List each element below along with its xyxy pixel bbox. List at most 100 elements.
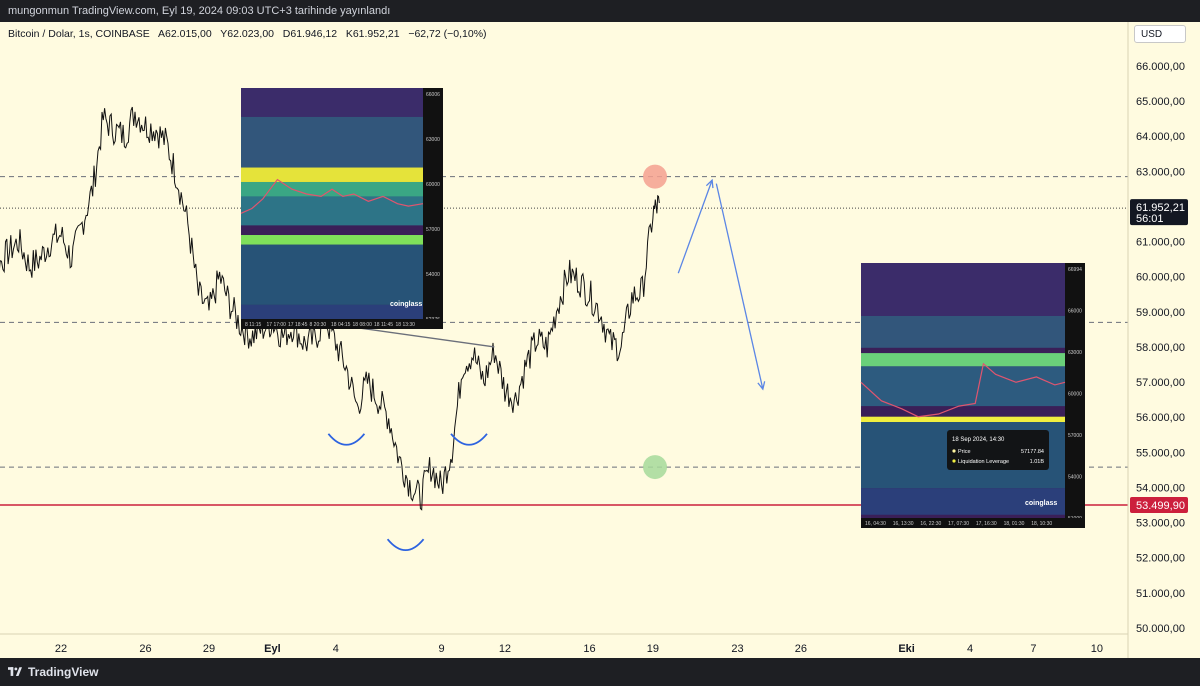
y-tick-label: 56.000,00 [1136,412,1185,424]
price-line [0,106,660,511]
heatmap-band [241,88,423,117]
chart-area[interactable]: 6600663000600005700054000523768 11:1517 … [0,22,1200,658]
x-tick-label: 12 [499,643,511,655]
heatmap-x-axis-panel [241,319,443,329]
tooltip-price-label: Price [958,449,971,455]
heatmap-x-label: 17, 07:30 [948,521,969,527]
heatmap-x-axis-panel [861,518,1085,528]
heatmap-price-line [860,362,1066,418]
heatmap-x-label: 18, 01:30 [1004,521,1025,527]
support-price-label: 53.499,90 [1136,500,1185,512]
heatmap-x-label: 8 20:30 [310,322,327,328]
heatmap-x-label: 18 04:15 [331,322,351,328]
heatmap-y-label: 54000 [1068,475,1082,481]
heatmap-watermark-left: coinglass [390,301,422,308]
y-tick-label: 57.000,00 [1136,377,1185,389]
tradingview-logo[interactable]: TradingView [8,665,98,679]
heatmap-band [241,167,423,182]
x-tick-label: 26 [139,643,151,655]
heatmap-y-label: 54000 [426,272,440,278]
heatmap-x-label: 17 17:00 [267,322,287,328]
heatmap-band [861,366,1065,407]
x-tick-label: 7 [1030,643,1036,655]
heatmap-x-label: 17, 16:30 [976,521,997,527]
heatmap-x-label: 18, 10:30 [1031,521,1052,527]
open-value: A62.015,00 [158,28,212,40]
arrow-head [757,381,766,391]
heatmap-y-label: 66000 [1068,309,1082,315]
tradingview-logo-icon [8,667,22,676]
countdown-label: 56:01 [1136,213,1164,225]
heatmap-y-label: 60000 [1068,392,1082,398]
support-circle [643,455,668,480]
tooltip-leverage-dot [952,459,956,463]
currency-selector[interactable]: USD [1134,25,1186,43]
x-tick-label: 23 [731,643,743,655]
heatmap-axis-panel [1065,263,1085,528]
y-tick-label: 52.000,00 [1136,553,1185,565]
x-tick-label: 19 [647,643,659,655]
y-tick-label: 50.000,00 [1136,623,1185,635]
heatmap-x-label: 16, 04:30 [865,521,886,527]
support-price-badge [1130,497,1188,513]
heatmap-band [861,416,1065,422]
heatmap-tooltip [947,430,1049,470]
arrow-head [705,178,714,189]
y-tick-label: 63.000,00 [1136,166,1185,178]
heatmap-y-label: 57000 [426,227,440,233]
heatmap-x-label: 18 11:45 [374,322,393,328]
heatmap-x-label: 17 18:45 [288,322,308,328]
projection-arrow [677,179,713,274]
x-tick-label: 9 [438,643,444,655]
pattern-arc [327,433,366,446]
bottom-bar: TradingView [0,658,1200,686]
heatmap-y-label: 57000 [1068,433,1082,439]
heatmap-y-label: 63000 [1068,350,1082,356]
heatmap-band [241,196,423,226]
heatmap-y-label: 66006 [426,92,440,98]
annotations-layer [327,164,766,552]
heatmap-x-label: 18 13:30 [396,322,416,328]
y-tick-label: 61.000,00 [1136,237,1185,249]
change-value: −62,72 (−0,10%) [408,28,487,40]
y-tick-label: 64.000,00 [1136,131,1185,143]
x-tick-label: Eyl [264,643,281,655]
heatmap-band [241,244,423,305]
y-tick-label: 55.000,00 [1136,447,1185,459]
tooltip-leverage-value: 1.01B [1030,459,1045,465]
tradingview-brand: TradingView [28,665,99,679]
heatmap-watermark-right: coinglass [1025,500,1057,507]
heatmap-x-label: 16, 22:30 [920,521,941,527]
heatmap-x-label: 18 08:00 [353,322,373,328]
y-tick-label: 58.000,00 [1136,342,1185,354]
y-tick-label: 60.000,00 [1136,272,1185,284]
liquidation-heatmap-right: 6699466000630006000057000540005100016, 0… [860,263,1085,528]
tooltip-title: 18 Sep 2024, 14:30 [952,437,1005,443]
heatmap-x-label: 16, 13:30 [893,521,914,527]
y-tick-label: 51.000,00 [1136,588,1185,600]
high-value: Y62.023,00 [220,28,274,40]
symbol-legend: Bitcoin / Dolar, 1s, COINBASE A62.015,00… [8,28,487,40]
price-chart[interactable]: 6600663000600005700054000523768 11:1517 … [0,22,1200,658]
last-price-badge [1130,199,1188,226]
low-value: D61.946,12 [282,28,338,40]
y-tick-label: 54.000,00 [1136,482,1185,494]
close-value: K61.952,21 [345,28,400,40]
heatmap-band [861,316,1065,348]
heatmap-band [241,235,423,245]
x-tick-label: 22 [55,643,67,655]
heatmap-y-label: 63000 [426,137,440,143]
last-price-label: 61.952,21 [1136,202,1185,214]
neckline [356,326,495,348]
x-tick-label: 16 [583,643,595,655]
x-tick-label: Eki [898,643,915,655]
axes-layer: 66.000,0065.000,0064.000,0063.000,0062.0… [0,22,1188,658]
pattern-arc [386,538,425,552]
x-tick-label: 4 [967,643,973,655]
heatmap-x-label: 8 11:15 [245,322,262,328]
heatmap-axis-panel [423,88,443,329]
x-tick-label: 26 [795,643,807,655]
x-tick-label: 10 [1091,643,1103,655]
heatmap-band [861,353,1065,367]
heatmap-band [241,304,423,320]
